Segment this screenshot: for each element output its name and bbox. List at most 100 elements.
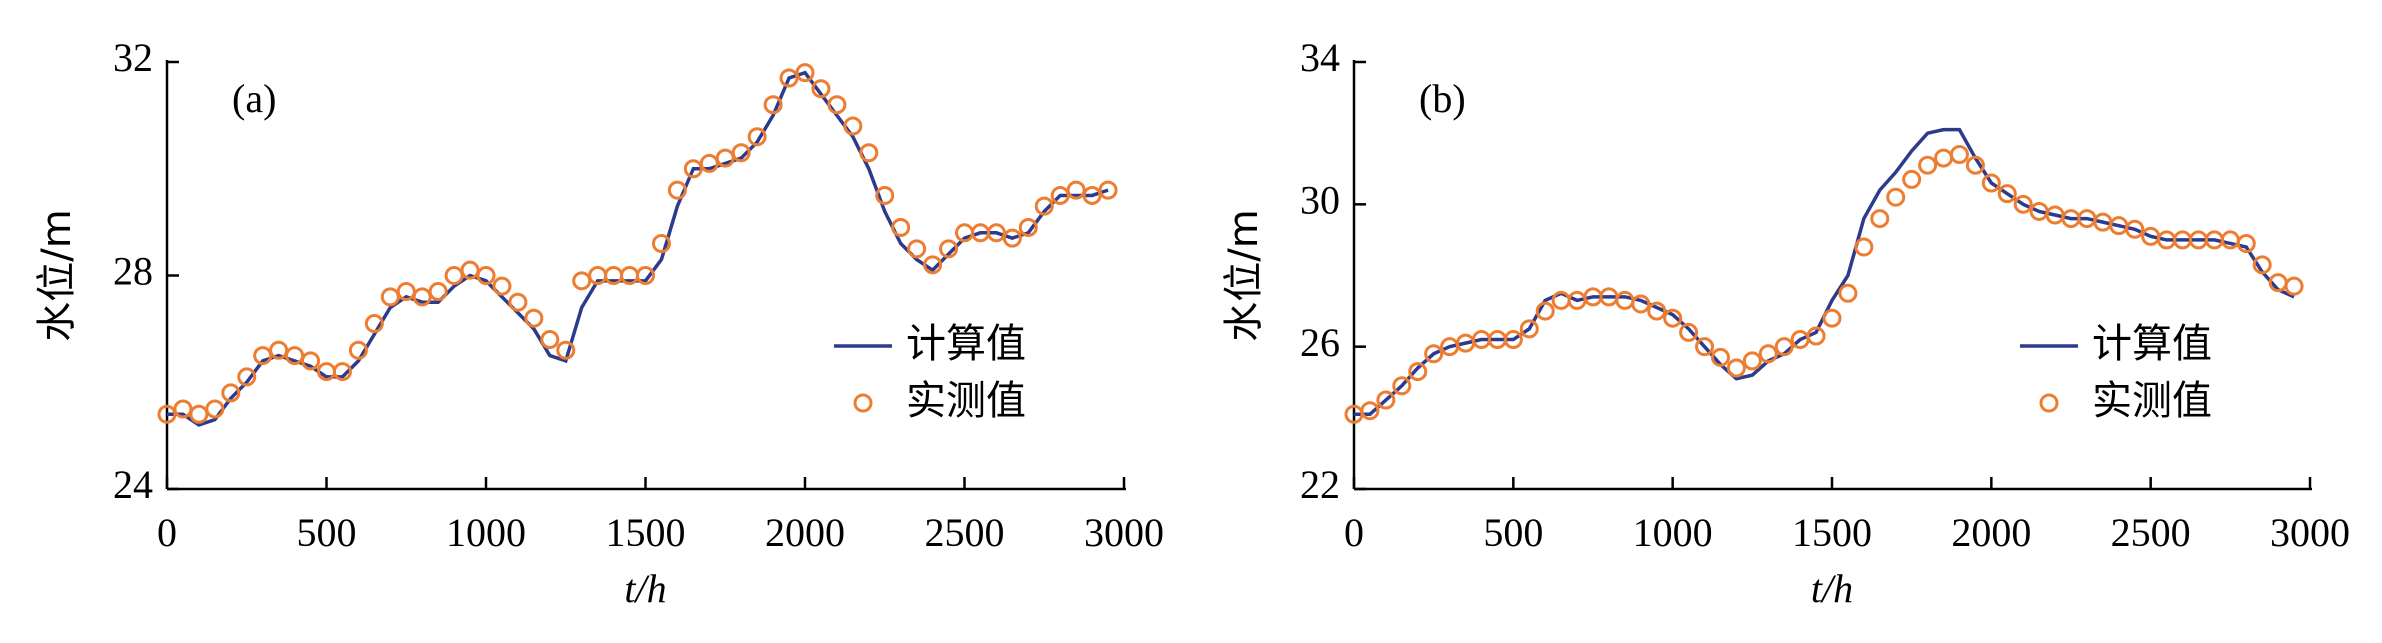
data-point — [1742, 351, 1762, 371]
x-tick-label: 2500 — [925, 510, 1005, 555]
data-point — [2013, 194, 2033, 214]
data-point — [667, 180, 687, 200]
data-point — [1082, 185, 1102, 205]
data-point — [1503, 330, 1523, 350]
data-point — [2125, 219, 2145, 239]
data-point — [221, 383, 241, 403]
x-tick-label: 3000 — [2270, 510, 2350, 555]
data-point — [907, 239, 927, 259]
data-point — [1424, 344, 1444, 364]
data-point — [2220, 230, 2240, 250]
x-tick-label: 2000 — [765, 510, 845, 555]
data-point — [1806, 326, 1826, 346]
x-tick-label: 3000 — [1084, 510, 1164, 555]
data-point — [1870, 209, 1890, 229]
data-point — [332, 362, 352, 382]
data-point — [444, 266, 464, 285]
data-point — [540, 330, 560, 350]
data-point — [428, 282, 448, 302]
x-tick-label: 0 — [1344, 510, 1364, 555]
data-point — [269, 340, 289, 360]
data-point — [1066, 180, 1086, 200]
y-tick-label: 30 — [1300, 178, 1340, 223]
data-point — [348, 340, 368, 360]
x-tick-label: 500 — [297, 510, 357, 555]
data-point — [556, 340, 576, 360]
data-point — [1822, 308, 1842, 328]
x-tick-label: 0 — [157, 510, 177, 555]
data-point — [1663, 308, 1683, 328]
x-tick-label: 1000 — [1633, 510, 1713, 555]
data-point — [1918, 155, 1938, 175]
x-tick-label: 1000 — [446, 510, 526, 555]
series-line — [167, 70, 1109, 427]
data-point — [1997, 184, 2017, 204]
y-axis-label: 水位/m — [1221, 209, 1267, 341]
data-point — [1965, 155, 1985, 175]
data-point — [1949, 145, 1969, 165]
y-tick-label: 28 — [113, 249, 153, 294]
data-point — [1886, 187, 1906, 207]
data-point — [1376, 390, 1396, 410]
data-point — [1392, 376, 1412, 396]
legend-marker — [853, 393, 873, 413]
data-point — [795, 63, 815, 83]
data-point — [875, 185, 895, 205]
data-point — [986, 223, 1006, 243]
x-tick-label: 2500 — [2111, 510, 2191, 555]
data-point — [827, 95, 847, 115]
data-point — [651, 233, 671, 253]
data-point — [237, 367, 257, 387]
data-point — [2236, 233, 2256, 253]
data-point — [1902, 169, 1922, 189]
legend-label: 计算值 — [2092, 321, 2212, 367]
data-point — [285, 346, 305, 366]
data-point — [1615, 290, 1635, 310]
data-point — [939, 239, 959, 259]
data-point — [683, 159, 703, 179]
data-point — [301, 351, 321, 371]
data-point — [1535, 301, 1555, 321]
data-point — [1981, 173, 2001, 193]
data-point — [636, 266, 655, 285]
data-point — [763, 95, 783, 115]
data-point — [1098, 180, 1118, 200]
y-tick-label: 26 — [1300, 320, 1340, 365]
data-point — [1774, 337, 1794, 357]
data-point — [715, 148, 735, 168]
data-point — [731, 143, 751, 163]
y-tick-label: 32 — [113, 35, 153, 80]
data-point — [1647, 301, 1667, 321]
data-point — [1726, 358, 1746, 378]
data-point — [699, 153, 719, 173]
data-point — [412, 287, 432, 307]
data-point — [460, 260, 480, 280]
data-point — [1758, 344, 1778, 364]
data-point — [1695, 337, 1715, 357]
x-tick-label: 2000 — [1951, 510, 2031, 555]
data-point — [859, 143, 879, 163]
data-point — [1854, 237, 1874, 257]
data-point — [923, 255, 943, 275]
data-point — [1710, 347, 1730, 367]
data-point — [811, 79, 831, 99]
data-point — [1934, 148, 1954, 168]
data-point — [779, 68, 799, 88]
data-point — [189, 404, 209, 424]
data-point — [524, 308, 544, 328]
x-tick-label: 1500 — [606, 510, 686, 555]
data-point — [253, 346, 273, 366]
data-point — [476, 266, 496, 285]
data-point — [891, 217, 911, 237]
x-axis-label: t/h — [1811, 566, 1853, 611]
data-point — [2284, 276, 2304, 296]
data-point — [173, 399, 193, 419]
y-tick-label: 22 — [1300, 462, 1340, 507]
data-point — [1360, 401, 1380, 421]
data-point — [508, 292, 528, 312]
data-point — [1408, 362, 1428, 382]
data-point — [396, 282, 416, 302]
y-tick-label: 24 — [113, 462, 153, 507]
data-point — [1631, 294, 1651, 314]
